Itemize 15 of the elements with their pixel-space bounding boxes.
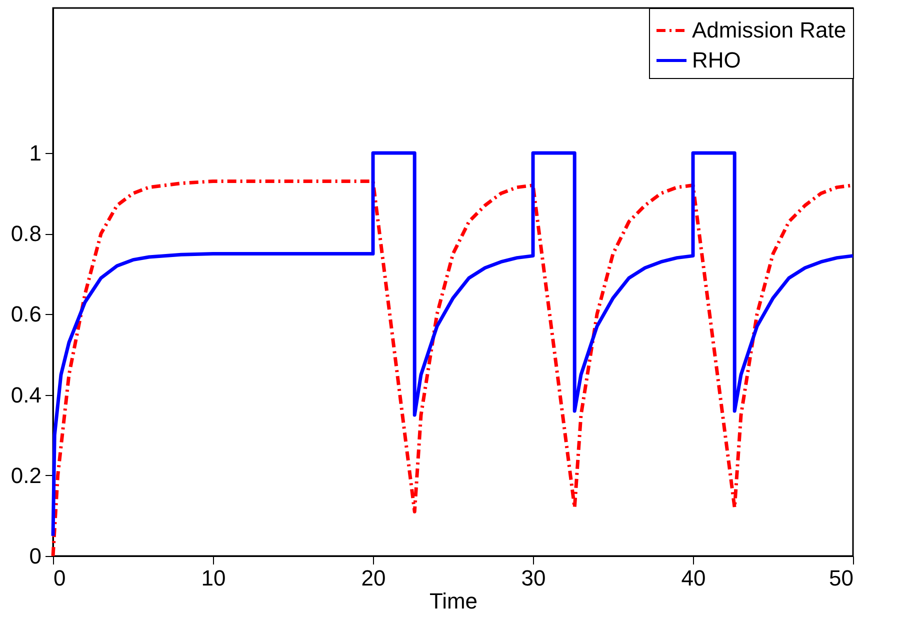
y-tick-label: 0.6: [10, 302, 42, 327]
x-tick-label: 0: [54, 566, 66, 590]
x-tick-label: 10: [201, 566, 226, 590]
y-tick-label: 0: [29, 544, 42, 568]
x-tick-label: 50: [829, 566, 854, 590]
x-tick-label: 20: [361, 566, 386, 590]
y-tick-label: 0.2: [10, 462, 42, 488]
legend-label: Admission Rate: [692, 18, 846, 42]
y-tick-label: 1: [29, 140, 42, 166]
legend-label: RHO: [692, 48, 741, 72]
x-tick-label: 30: [521, 566, 546, 590]
x-tick-label: 40: [681, 566, 706, 590]
y-tick-label: 0.4: [10, 382, 42, 408]
y-tick-label: 0.8: [10, 221, 42, 246]
x-axis-title: Time: [429, 588, 478, 614]
